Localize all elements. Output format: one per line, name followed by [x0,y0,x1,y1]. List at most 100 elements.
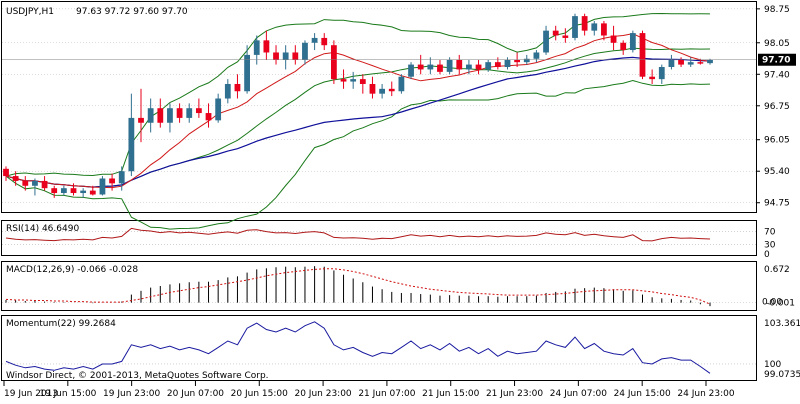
candle-body [562,35,569,38]
macd-signal-line [5,268,711,305]
candle-body [51,188,58,194]
candle-body [379,88,386,94]
candle-body [687,62,694,65]
candle-body [601,23,607,36]
candle-body [234,83,241,92]
macd-panel: 0.672 0.00-0.001 [2,265,795,309]
candle-body [32,180,38,186]
candle-body [437,64,443,72]
candle-body [552,30,559,36]
candle-body [292,52,299,60]
candle-body [215,98,222,121]
candle-body [697,62,704,64]
price-panel: 98.75 98.05 97.40 96.75 96.05 95.40 94.75 97.70 [2,5,796,230]
rsi-line [5,227,711,242]
candle-body [678,59,684,65]
candle-body [649,76,656,80]
candle-body [591,23,598,31]
macd-tick-label: 0.672 [764,265,790,275]
candle-body [340,79,347,82]
macd-tick-label: 0.00 [762,298,782,308]
time-tick-label: 24 Jun 07:00 [550,389,607,399]
candle-body [543,30,549,53]
current-price-tag [758,53,796,66]
candle-body [475,64,482,70]
candle-body [359,79,366,84]
price-tick-label: 94.75 [764,199,790,209]
candle-body [408,64,414,77]
current-price-label: 97.70 [762,56,790,66]
rsi-panel-frame [1,220,757,256]
candle-body [572,16,578,38]
candle-body [466,64,472,70]
candle-body [263,40,270,53]
fast-moving-average-line [5,33,711,189]
bollinger-upper-line [5,12,711,177]
symbol-label: USDJPY,H1 [6,7,54,17]
time-tick-label: 21 Jun 07:00 [358,389,415,399]
candle-body [224,83,231,99]
time-tick-label: 20 Jun 23:00 [294,389,351,399]
candle-body [89,190,96,195]
macd-label: MACD(12,26,9) -0.066 -0.028 [6,265,138,275]
candle-body [620,42,627,51]
candle-body [369,83,376,94]
time-tick-label: 20 Jun 15:00 [231,389,288,399]
candle-body [398,76,405,92]
time-tick-label: 19 Jun 15:00 [39,389,96,399]
candle-body [311,37,318,43]
ohlc-label: 97.63 97.72 97.60 97.70 [76,7,188,17]
candle-body [388,88,395,92]
bollinger-lower-line [5,79,711,230]
price-tick-label: 96.75 [764,102,790,112]
candle-body [427,64,434,70]
candle-body [330,45,337,80]
candle-body [668,59,675,68]
candle-body [99,178,106,195]
rsi-tick-label: 30 [764,240,776,250]
candle-body [205,113,212,121]
candle-body [176,108,183,118]
candle-body [253,40,260,55]
slow-moving-average-line [5,56,711,188]
candle-body [128,117,135,172]
momentum-tick-label: 100 [764,360,781,370]
candle-body [167,108,173,123]
price-tick-label: 96.05 [764,136,790,146]
candle-body [533,52,540,59]
candle-body [629,33,636,51]
copyright-label: Windsor Direct, © 2001-2013, MetaQuotes … [6,371,269,381]
price-tick-label: 98.05 [764,39,790,49]
candle-body [273,52,279,60]
momentum-panel-frame [1,315,757,381]
candle-body [523,58,530,63]
time-tick-label: 19 Jun 23:00 [103,389,160,399]
macd-panel-frame [1,261,757,311]
momentum-tick-label: 103.3613 [764,319,800,329]
momentum-label: Momentum(22) 99.2684 [6,319,116,329]
candle-body [3,168,9,177]
price-tick-label: 97.40 [764,70,790,80]
momentum-line [5,321,711,374]
candle-body [639,33,646,77]
momentum-tick-label: 99.0735 [764,370,800,380]
candle-body [157,108,164,123]
candle-body [282,52,289,60]
candle-body [244,54,250,92]
price-tick-label: 95.40 [764,167,790,177]
candle-body [186,108,193,118]
candle-body [658,67,665,80]
macd-tick-label: -0.001 [766,299,795,309]
time-tick-label: 24 Jun 23:00 [677,389,734,399]
time-tick-label: 20 Jun 07:00 [167,389,224,399]
time-tick-label: 24 Jun 15:00 [614,389,671,399]
candle-body [70,188,77,194]
time-tick-label: 19 Jun 2013 [4,389,58,399]
candle-body [514,59,521,63]
candle-body [417,64,424,70]
candle-body [446,59,453,72]
